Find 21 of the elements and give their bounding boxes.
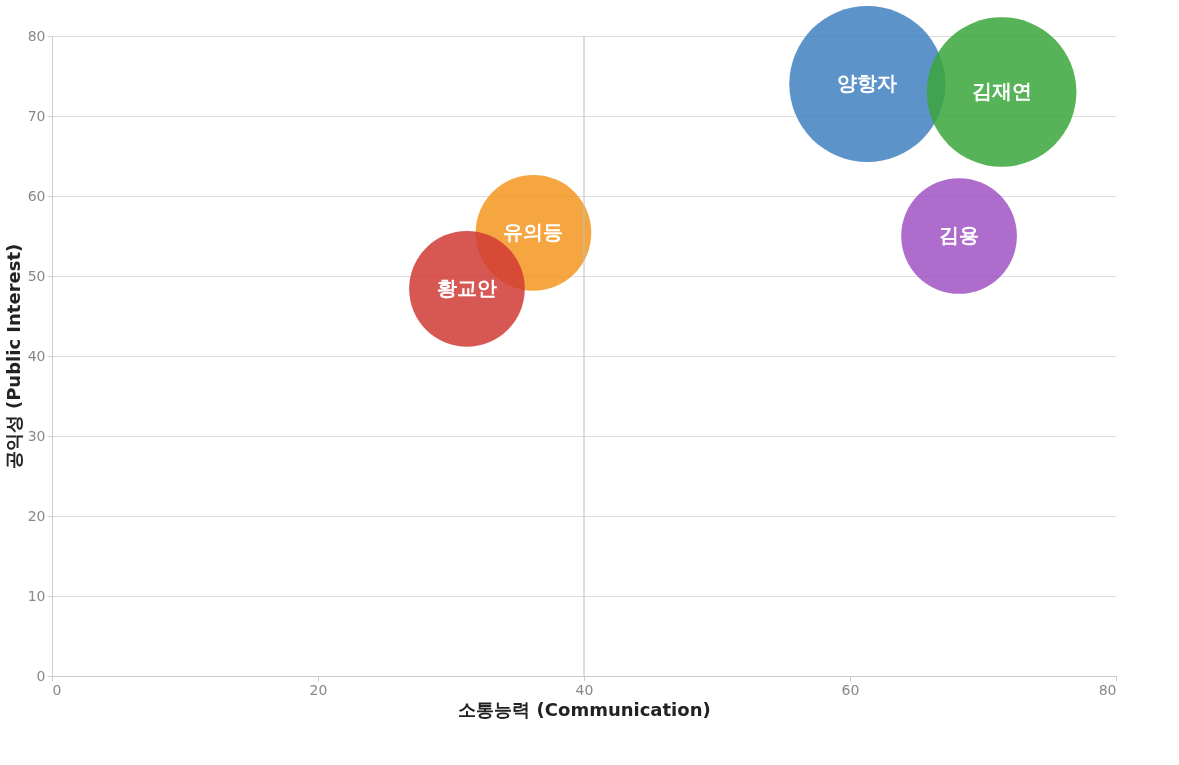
series-label: 양항자 bbox=[837, 71, 898, 95]
y-tick-label: 40 bbox=[27, 347, 46, 364]
y-tick-label: 0 bbox=[36, 667, 46, 684]
x-tick-label: 40 bbox=[575, 681, 594, 698]
series-label: 유의등 bbox=[503, 219, 564, 244]
x-axis-title: 소통능력 (Communication) bbox=[458, 698, 711, 720]
y-tick-label: 10 bbox=[27, 587, 46, 604]
x-tick-label: 20 bbox=[309, 681, 328, 698]
x-tick-label: 80 bbox=[1098, 681, 1117, 698]
series-label: 김재연 bbox=[971, 79, 1032, 103]
y-axis-title: 공익성 (Public Interest) bbox=[2, 243, 24, 470]
y-tick-label: 80 bbox=[27, 27, 46, 44]
y-tick-label: 50 bbox=[27, 267, 46, 284]
y-tick-label: 60 bbox=[27, 187, 46, 204]
y-tick-label: 20 bbox=[27, 507, 46, 524]
series-label: 황교안 bbox=[436, 275, 497, 300]
y-tick-label: 30 bbox=[27, 427, 46, 444]
x-tick-label: 60 bbox=[841, 681, 860, 698]
y-tick-label: 70 bbox=[27, 107, 46, 124]
series-label: 김용 bbox=[939, 223, 980, 247]
x-tick-label: 0 bbox=[52, 681, 62, 698]
